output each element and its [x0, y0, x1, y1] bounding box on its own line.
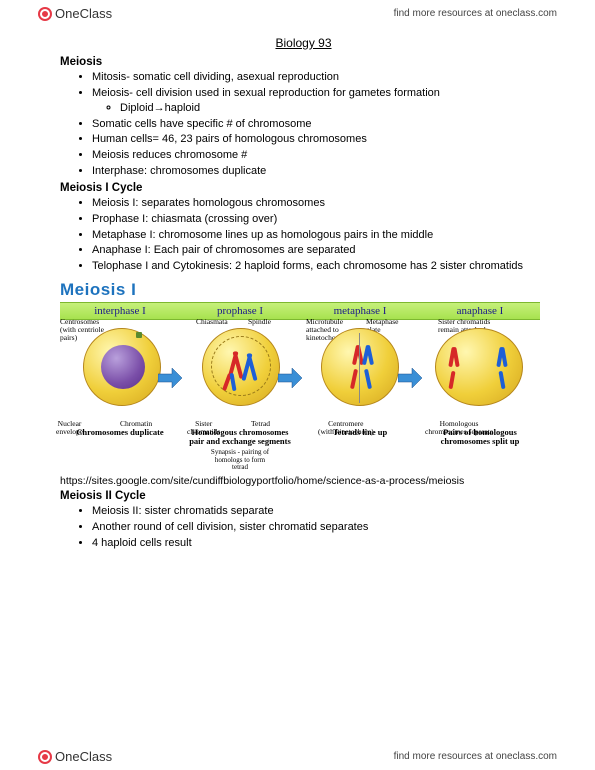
lbl-sisterchroma: Sister chromatids [187, 420, 220, 436]
list-item: Meiosis reduces chromosome # [92, 148, 547, 163]
list-item: Prophase I: chiasmata (crossing over) [92, 212, 547, 227]
caption-sub: Synapsis - pairing of homologs to form t… [184, 449, 296, 472]
cell-shape [435, 328, 523, 406]
lbl-centromere: Centromere (with kinetochore) [318, 420, 374, 436]
lbl-chromatin: Chromatin [120, 420, 152, 428]
diagram-title: Meiosis I [60, 280, 540, 300]
list-item: Another round of cell division, sister c… [92, 520, 547, 535]
lbl-nuclear: Nuclear envelope [56, 420, 83, 436]
cell-shape [83, 328, 161, 406]
chromatid-icon [349, 369, 357, 389]
cell-metaphase: Centromere (with kinetochore) [300, 328, 419, 406]
brand-tagline: find more resources at oneclass.com [394, 751, 557, 762]
nucleus-icon [101, 345, 145, 389]
lbl-homolog: Homologous chromosomes separate [425, 420, 493, 436]
brand-logo-mark [38, 750, 52, 764]
list-cycle2: Meiosis II: sister chromatids separate A… [60, 504, 547, 551]
list-item: Human cells= 46, 23 pairs of homologous … [92, 132, 547, 147]
lbl-tetrad: Tetrad [251, 420, 270, 428]
source-url: https://sites.google.com/site/cundiffbio… [60, 475, 547, 487]
page-footer: OneClass find more resources at oneclass… [0, 743, 595, 770]
list-item: Somatic cells have specific # of chromos… [92, 117, 547, 132]
metaphase-plate-line [359, 333, 360, 403]
list-cycle1: Meiosis I: separates homologous chromoso… [60, 196, 547, 274]
list-item: 4 haploid cells result [92, 536, 547, 551]
meiosis-diagram: Meiosis I interphase I prophase I metaph… [60, 280, 540, 472]
arrow-icon [158, 368, 182, 388]
heading-cycle1: Meiosis I Cycle [60, 182, 547, 194]
heading-meiosis: Meiosis [60, 56, 547, 68]
chromatid-icon [448, 371, 455, 389]
list-item: Mitosis- somatic cell dividing, asexual … [92, 70, 547, 85]
lbl-spindle: Spindle [248, 318, 271, 326]
brand-name: OneClass [55, 749, 112, 764]
chromatid-icon [498, 371, 505, 389]
chromatid-icon [363, 369, 371, 389]
cell-shape [321, 328, 399, 406]
sublist: Diploid→haploid [92, 101, 547, 116]
lbl-chiasmata: Chiasmata [196, 318, 228, 326]
spindle-frame [211, 336, 271, 396]
list-item: Interphase: chromosomes duplicate [92, 164, 547, 179]
brand-tagline: find more resources at oneclass.com [394, 8, 557, 19]
list-item: Meiosis- cell division used in sexual re… [92, 86, 547, 116]
list-item: Metaphase I: chromosome lines up as homo… [92, 228, 547, 243]
cell-prophase: Sister chromatids Tetrad [181, 328, 300, 406]
brand-logo: OneClass [38, 749, 112, 764]
list-item: Diploid→haploid [120, 101, 547, 116]
list-item: Telophase I and Cytokinesis: 2 haploid f… [92, 259, 547, 274]
page-title: Biology 93 [60, 36, 547, 50]
brand-logo: OneClass [38, 6, 112, 21]
list-item: Meiosis II: sister chromatids separate [92, 504, 547, 519]
list-item: Anaphase I: Each pair of chromosomes are… [92, 243, 547, 258]
document-body: Biology 93 Meiosis Mitosis- somatic cell… [60, 36, 547, 551]
cell-interphase: Nuclear envelope Chromatin [62, 328, 181, 406]
cell-anaphase: Homologous chromosomes separate [419, 328, 538, 406]
cell-shape [202, 328, 280, 406]
arrow-icon [278, 368, 302, 388]
diagram-cells-row: Centrosomes (with centriole pairs) Chias… [60, 320, 540, 410]
list-item: Meiosis I: separates homologous chromoso… [92, 196, 547, 211]
list-item-text: Meiosis- cell division used in sexual re… [92, 87, 440, 99]
page-header: OneClass find more resources at oneclass… [0, 0, 595, 27]
brand-name: OneClass [55, 6, 112, 21]
centrosome-icon [136, 332, 142, 338]
list-meiosis: Mitosis- somatic cell dividing, asexual … [60, 70, 547, 179]
brand-logo-mark [38, 7, 52, 21]
heading-cycle2: Meiosis II Cycle [60, 490, 547, 502]
